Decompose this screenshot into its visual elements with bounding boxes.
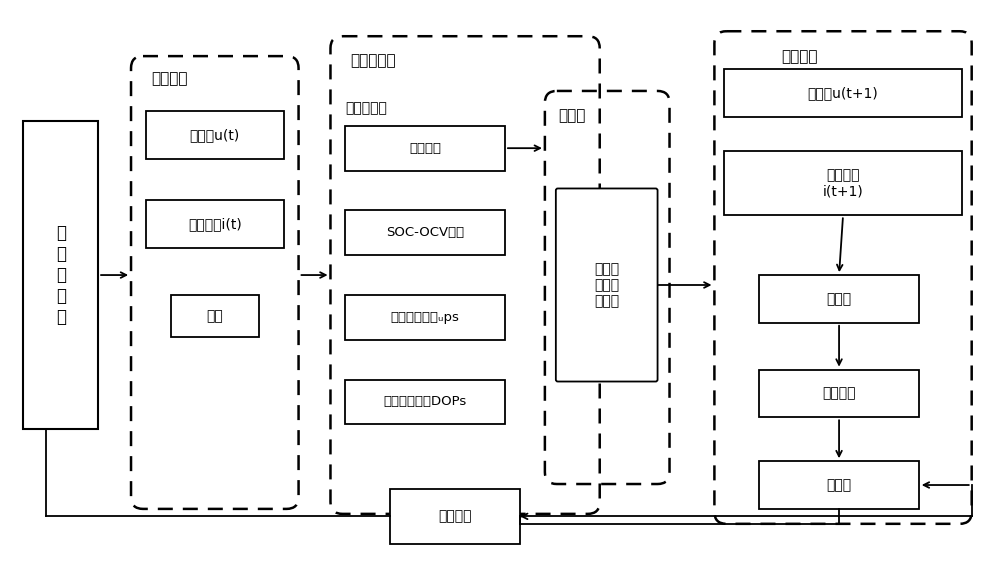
Text: 电子负载: 电子负载 [822,386,856,401]
Text: 上位机: 上位机 [558,108,585,123]
FancyBboxPatch shape [146,111,284,159]
Text: 输出控制: 输出控制 [781,49,817,64]
Text: 单串模组: 单串模组 [438,509,472,523]
Text: 目标极化程度DOPs: 目标极化程度DOPs [384,395,467,409]
Text: SOC-OCV曲线: SOC-OCV曲线 [386,226,464,239]
FancyBboxPatch shape [759,461,919,509]
FancyBboxPatch shape [345,126,505,171]
Text: 充电电流
i(t+1): 充电电流 i(t+1) [823,168,863,198]
FancyBboxPatch shape [146,200,284,248]
FancyBboxPatch shape [759,370,919,417]
Text: 温度: 温度 [206,309,223,323]
FancyBboxPatch shape [345,295,505,340]
Text: 充电电流i(t): 充电电流i(t) [188,217,242,231]
Text: 锂
离
子
电
池: 锂 离 子 电 池 [56,224,66,325]
Text: 模型参数: 模型参数 [409,142,441,155]
FancyBboxPatch shape [345,211,505,255]
FancyBboxPatch shape [724,151,962,215]
FancyBboxPatch shape [345,380,505,424]
FancyBboxPatch shape [390,489,520,544]
Text: 端电压u(t): 端电压u(t) [190,127,240,142]
FancyBboxPatch shape [171,295,259,337]
Text: 三阶段
变速跟
踪算法: 三阶段 变速跟 踪算法 [594,262,619,308]
FancyBboxPatch shape [23,121,98,429]
Text: 数据采集: 数据采集 [151,71,187,86]
Text: 戴维南模型: 戴维南模型 [345,101,387,115]
Text: 端电压u(t+1): 端电压u(t+1) [808,86,878,100]
FancyBboxPatch shape [759,275,919,323]
Text: 建模与计算: 建模与计算 [350,53,396,68]
Text: 基准极化电压ᵤps: 基准极化电压ᵤps [391,311,460,324]
FancyBboxPatch shape [556,188,658,382]
Text: 稳压源: 稳压源 [826,292,852,306]
FancyBboxPatch shape [724,69,962,117]
Text: 执行板: 执行板 [826,478,852,492]
